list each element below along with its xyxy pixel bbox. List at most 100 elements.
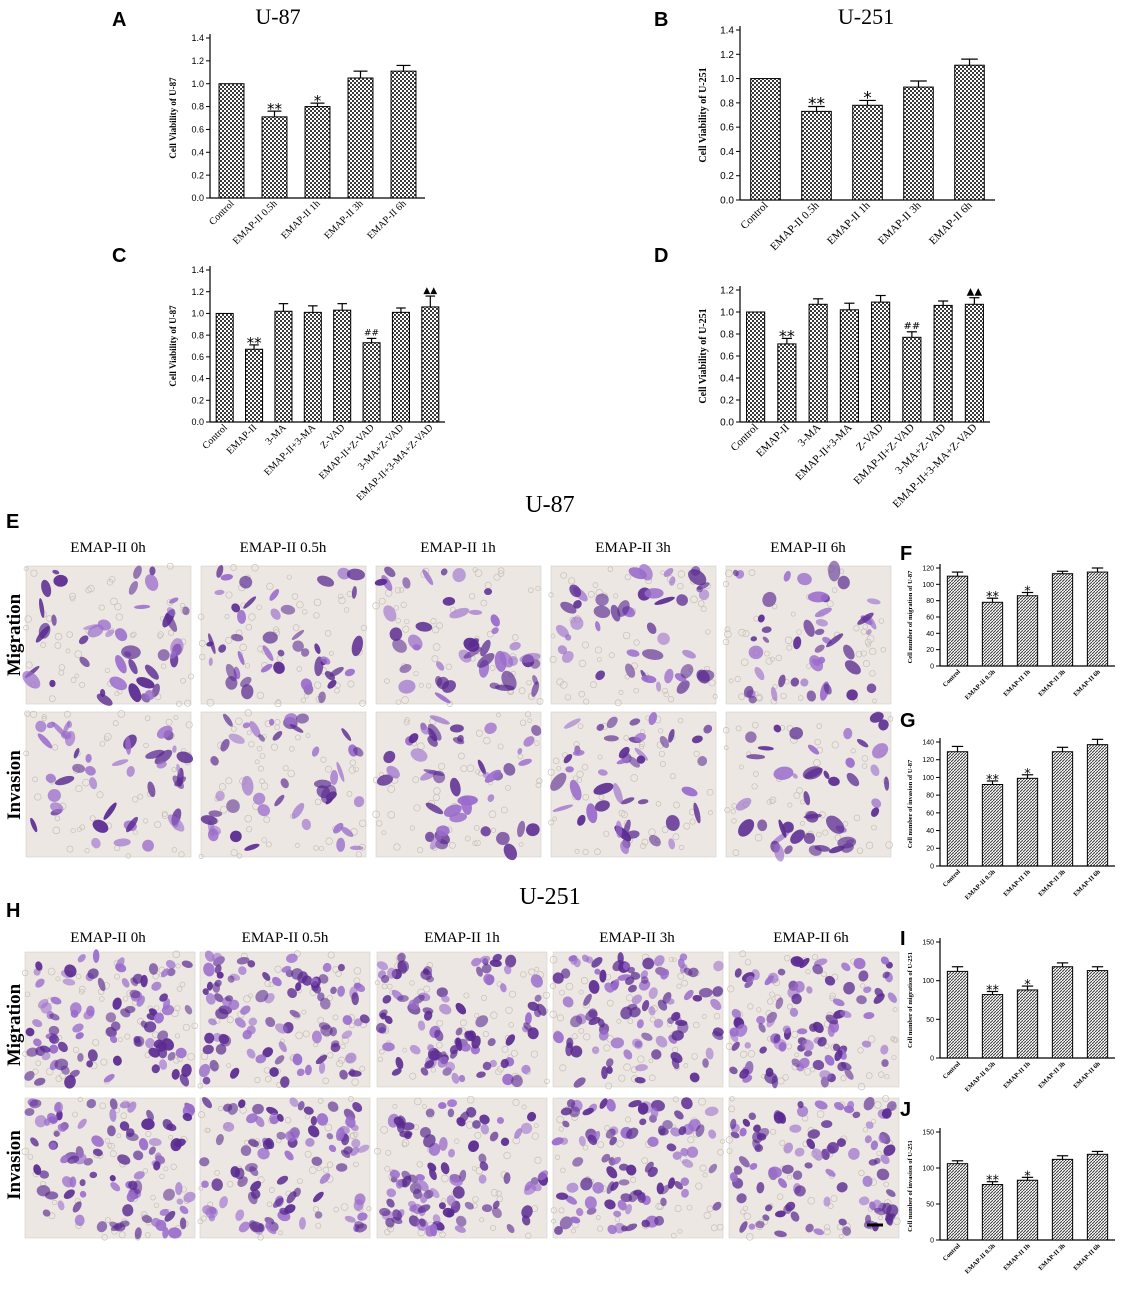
bar-j-3	[1051, 1158, 1074, 1241]
y-tick-label-i-1: 50	[926, 1017, 934, 1024]
y-tick-label-c-7: 1.4	[191, 265, 204, 275]
y-tick-label-b-4: 0.8	[720, 98, 734, 109]
bar-c-0	[215, 312, 234, 423]
y-tick-label-i-0: 0	[930, 1055, 934, 1062]
bar-a-0	[218, 83, 245, 199]
annotation-i-1: **	[986, 983, 1000, 998]
y-tick-label-c-1: 0.2	[191, 395, 204, 405]
y-tick-label-b-7: 1.4	[720, 26, 734, 37]
u87-col-title-3: EMAP-II 1h	[420, 540, 496, 556]
u87-migration-image-2	[197, 564, 368, 708]
y-tick-label-g-4: 80	[926, 793, 934, 800]
u251-invasion-image-4	[550, 1096, 725, 1239]
y-axis-label-j: Cell number of invasion of U-251	[907, 1140, 914, 1232]
annotation-a-1: **	[267, 100, 283, 118]
chart-f: 0 20 40 60 80 100 120 Cell number of migration …	[907, 564, 1115, 702]
bar-c-6	[391, 311, 410, 423]
x-tick-label-a-2: EMAP-II 1h	[279, 198, 322, 241]
y-tick-label-d-3: 0.6	[720, 352, 734, 363]
y-tick-label-g-1: 20	[926, 846, 934, 853]
y-tick-label-b-1: 0.2	[720, 171, 734, 182]
x-tick-label-c-3: EMAP-II+3-MA	[262, 422, 318, 478]
u87-col-title-2: EMAP-II 0.5h	[240, 540, 327, 556]
x-tick-label-f-2: EMAP-II 1h	[1002, 668, 1032, 698]
y-axis-label-g: Cell number of invasion of U-87	[907, 759, 914, 848]
x-tick-label-f-0: Control	[942, 668, 962, 688]
bar-c-2	[274, 310, 293, 423]
x-tick-label-i-4: EMAP-II 6h	[1072, 1060, 1102, 1090]
u251-migration-image-3	[374, 951, 550, 1088]
chart-c: 0.0 0.2 0.4 0.6 0.8 1.0 1.2 1.4 Cell Viability o…	[168, 265, 445, 503]
u87-invasion-image-5	[722, 710, 894, 862]
y-tick-label-g-5: 100	[922, 775, 934, 782]
x-tick-label-b-1: EMAP-II 0.5h	[768, 199, 822, 253]
annotation-c-7: ▲▲	[423, 286, 437, 296]
y-tick-label-g-0: 0	[930, 863, 934, 870]
y-tick-label-c-5: 1.0	[191, 309, 204, 319]
y-tick-label-g-6: 120	[922, 757, 934, 764]
u251-col-title-4: EMAP-II 3h	[599, 930, 675, 946]
bar-d-1	[777, 343, 797, 423]
panel-label-i: I	[900, 928, 906, 950]
u251-col-title-2: EMAP-II 0.5h	[242, 930, 329, 946]
y-tick-label-a-2: 0.4	[191, 147, 204, 157]
bar-d-4	[871, 301, 891, 423]
bar-d-3	[839, 309, 859, 423]
u87-invasion-image-2	[198, 709, 367, 859]
u87-migration-image-3	[372, 565, 544, 707]
u87-invasion-image-1	[23, 710, 194, 859]
u251-row-label-migration: Migration	[4, 983, 25, 1066]
bar-j-1	[981, 1184, 1004, 1241]
u87-row-label-migration: Migration	[4, 593, 25, 676]
chart-i: 0 50 100 150 Cell number of migration of U-2…	[907, 938, 1115, 1094]
section-title-u251: U-251	[519, 884, 580, 910]
bar-f-2	[1016, 595, 1039, 667]
u87-row-label-invasion: Invasion	[4, 750, 25, 820]
x-tick-label-i-3: EMAP-II 3h	[1037, 1060, 1067, 1090]
x-tick-label-j-3: EMAP-II 3h	[1037, 1242, 1067, 1272]
bar-i-0	[946, 970, 969, 1059]
y-tick-label-a-1: 0.2	[191, 170, 204, 180]
annotation-a-2: *	[314, 92, 322, 110]
u251-col-title-1: EMAP-II 0h	[70, 930, 146, 946]
x-tick-label-c-1: EMAP-II	[225, 422, 259, 456]
y-tick-label-a-0: 0.0	[191, 193, 204, 203]
x-tick-label-b-3: EMAP-II 3h	[876, 199, 924, 247]
x-tick-label-j-2: EMAP-II 1h	[1002, 1242, 1032, 1272]
x-tick-label-f-3: EMAP-II 3h	[1037, 668, 1067, 698]
bar-i-1	[981, 994, 1004, 1059]
u87-migration-image-1	[22, 562, 194, 707]
bar-j-4	[1086, 1153, 1109, 1241]
x-tick-label-f-1: EMAP-II 0.5h	[964, 668, 997, 701]
annotation-b-1: **	[808, 95, 825, 115]
bar-c-1	[245, 348, 264, 423]
bar-f-0	[946, 575, 969, 667]
annotation-d-7: ▲▲	[967, 287, 983, 298]
chart-j: 0 50 100 150 Cell number of invasion of U-25…	[907, 1128, 1115, 1276]
panel-label-a: A	[112, 9, 126, 31]
chart-b: U-251 0.0 0.2 0.4 0.6 0.8 1.0 1.2 1.4 Cell Viabil…	[698, 4, 995, 253]
y-tick-label-d-5: 1.0	[720, 308, 734, 319]
y-tick-label-d-4: 0.8	[720, 330, 734, 341]
chart-g: 0 20 40 60 80 100 120 140 Cell number of invasio…	[907, 738, 1115, 902]
u251-invasion-image-3	[374, 1095, 549, 1239]
y-tick-label-c-6: 1.2	[191, 287, 204, 297]
u87-col-title-1: EMAP-II 0h	[70, 540, 146, 556]
annotation-f-2: *	[1024, 585, 1031, 600]
bar-g-1	[981, 784, 1004, 867]
bar-a-1	[261, 116, 288, 199]
panel-label-c: C	[112, 245, 126, 267]
bar-g-0	[946, 751, 969, 867]
y-tick-label-d-2: 0.4	[720, 374, 734, 385]
x-tick-label-j-1: EMAP-II 0.5h	[964, 1242, 997, 1275]
x-tick-label-d-2: 3-MA	[796, 422, 824, 450]
x-tick-label-c-2: 3-MA	[263, 422, 289, 448]
x-tick-label-d-1: EMAP-II	[754, 421, 792, 459]
y-tick-label-i-2: 100	[922, 978, 934, 985]
bar-b-1	[801, 110, 832, 201]
y-tick-label-a-7: 1.4	[191, 33, 204, 43]
y-tick-label-j-0: 0	[930, 1237, 934, 1244]
y-tick-label-f-1: 20	[926, 647, 934, 654]
bar-i-2	[1016, 989, 1039, 1059]
